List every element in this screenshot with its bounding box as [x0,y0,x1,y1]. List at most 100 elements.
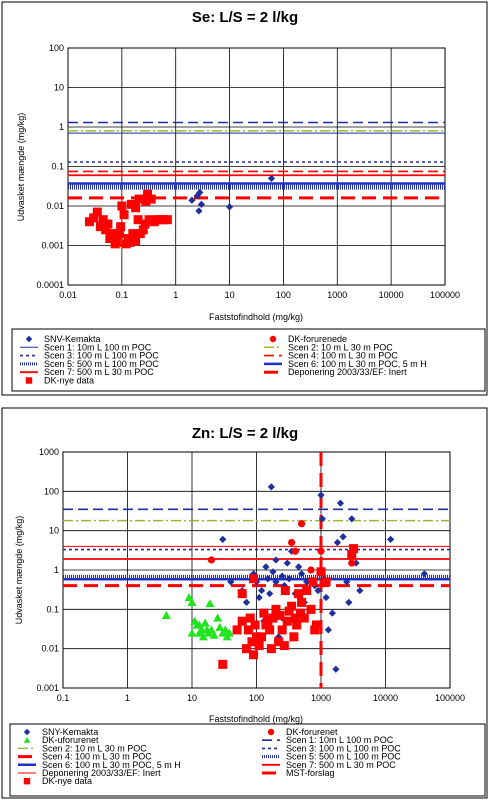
data-point [295,563,303,571]
data-point [249,574,259,584]
data-point [272,556,280,564]
legend-marker [25,335,33,343]
data-point [249,650,259,660]
data-point [187,597,197,607]
chart-0: Se: L/S = 2 l/kg0.01 0.1 1 10 100 1000 10000 10… [1,1,488,396]
data-point [265,625,275,635]
data-point [117,201,127,211]
y-tick-label: 0.0001 [36,280,64,290]
legend-label: Scen 6: 100 m L 30 m POC, 5 m H [42,760,181,770]
legend-marker [25,377,33,384]
chart-title: Zn: L/S = 2 l/kg [192,425,298,442]
data-point [162,215,172,225]
data-point [264,575,272,583]
y-axis-label: Udvasket mængde (mg/kg) [14,516,24,625]
data-point [205,599,215,608]
data-point [269,568,277,576]
data-point [317,547,325,555]
data-point [289,632,299,642]
data-point [207,556,216,564]
data-point [198,632,208,641]
data-point [266,644,276,654]
x-axis-label: Faststofindhold (mg/kg) [209,714,303,724]
legend-label: DK-nye data [42,776,92,786]
data-point [302,586,312,596]
data-point [324,626,332,634]
data-point [194,620,204,629]
y-tick-label: 1000 [39,447,59,457]
data-point [92,207,102,217]
data-point [237,616,247,626]
data-point [321,577,331,587]
x-tick-label: 100000 [430,290,460,300]
data-point [133,215,143,225]
legend-label: Scen 3: 100 m L 100 m POC [44,351,159,361]
data-point [280,582,288,590]
data-point [267,483,275,491]
data-point [196,188,204,197]
data-point [232,625,242,635]
legend-marker [23,728,31,736]
data-point [287,547,296,555]
legend-label: Scen 5: 500 m L 100 m POC [286,752,401,762]
data-point [272,578,280,586]
data-point [125,237,135,247]
data-point [215,622,225,631]
x-tick-label: 10 [187,693,197,703]
legend-label: Scen 1: 10m L 100 m POC [286,735,394,745]
x-tick-label: 100000 [435,693,465,703]
legend-label: DK-forurenet [286,727,338,737]
data-point [290,613,300,623]
legend-label: Scen 1: 10m L 100 m POC [44,342,152,352]
data-point [258,586,266,595]
legend-box [9,723,486,797]
x-tick-label: 100 [276,290,291,300]
data-point [287,601,297,611]
data-point [332,665,340,673]
data-point [347,549,357,559]
data-point [252,632,261,642]
plot-area [62,451,451,689]
data-point [247,637,257,647]
data-point [227,578,235,586]
data-point [242,598,251,607]
data-point [224,628,234,637]
data-point [294,589,304,599]
data-point [278,572,286,580]
data-point [254,641,264,651]
data-point [297,520,306,528]
data-point [237,589,247,599]
y-tick-label: 10 [49,526,59,536]
data-point [225,203,234,211]
data-point [184,592,194,602]
data-point [134,194,144,204]
data-point [250,620,260,630]
legend-marker [23,737,31,743]
y-tick-label: 0.1 [46,604,59,614]
data-point [144,215,154,225]
legend-label: Scen 2: 10 m L 30 m POC [42,743,147,753]
series-layer [63,452,450,688]
data-point [287,538,296,547]
data-point [195,207,203,215]
data-point [297,597,307,607]
data-point [343,578,351,586]
legend-label: DK-nye data [44,376,94,386]
data-point [112,237,122,247]
data-point [220,625,230,634]
x-tick-label: 0.1 [116,290,129,300]
data-point [242,644,252,654]
data-point [95,222,105,232]
data-point [268,613,278,623]
data-point [339,533,347,541]
data-point [243,625,253,635]
data-point [218,659,228,669]
data-point [119,210,129,220]
data-point [114,229,124,239]
y-tick-label: 1 [59,122,64,132]
data-point [187,628,197,637]
data-point [209,630,219,639]
data-point [101,225,111,235]
